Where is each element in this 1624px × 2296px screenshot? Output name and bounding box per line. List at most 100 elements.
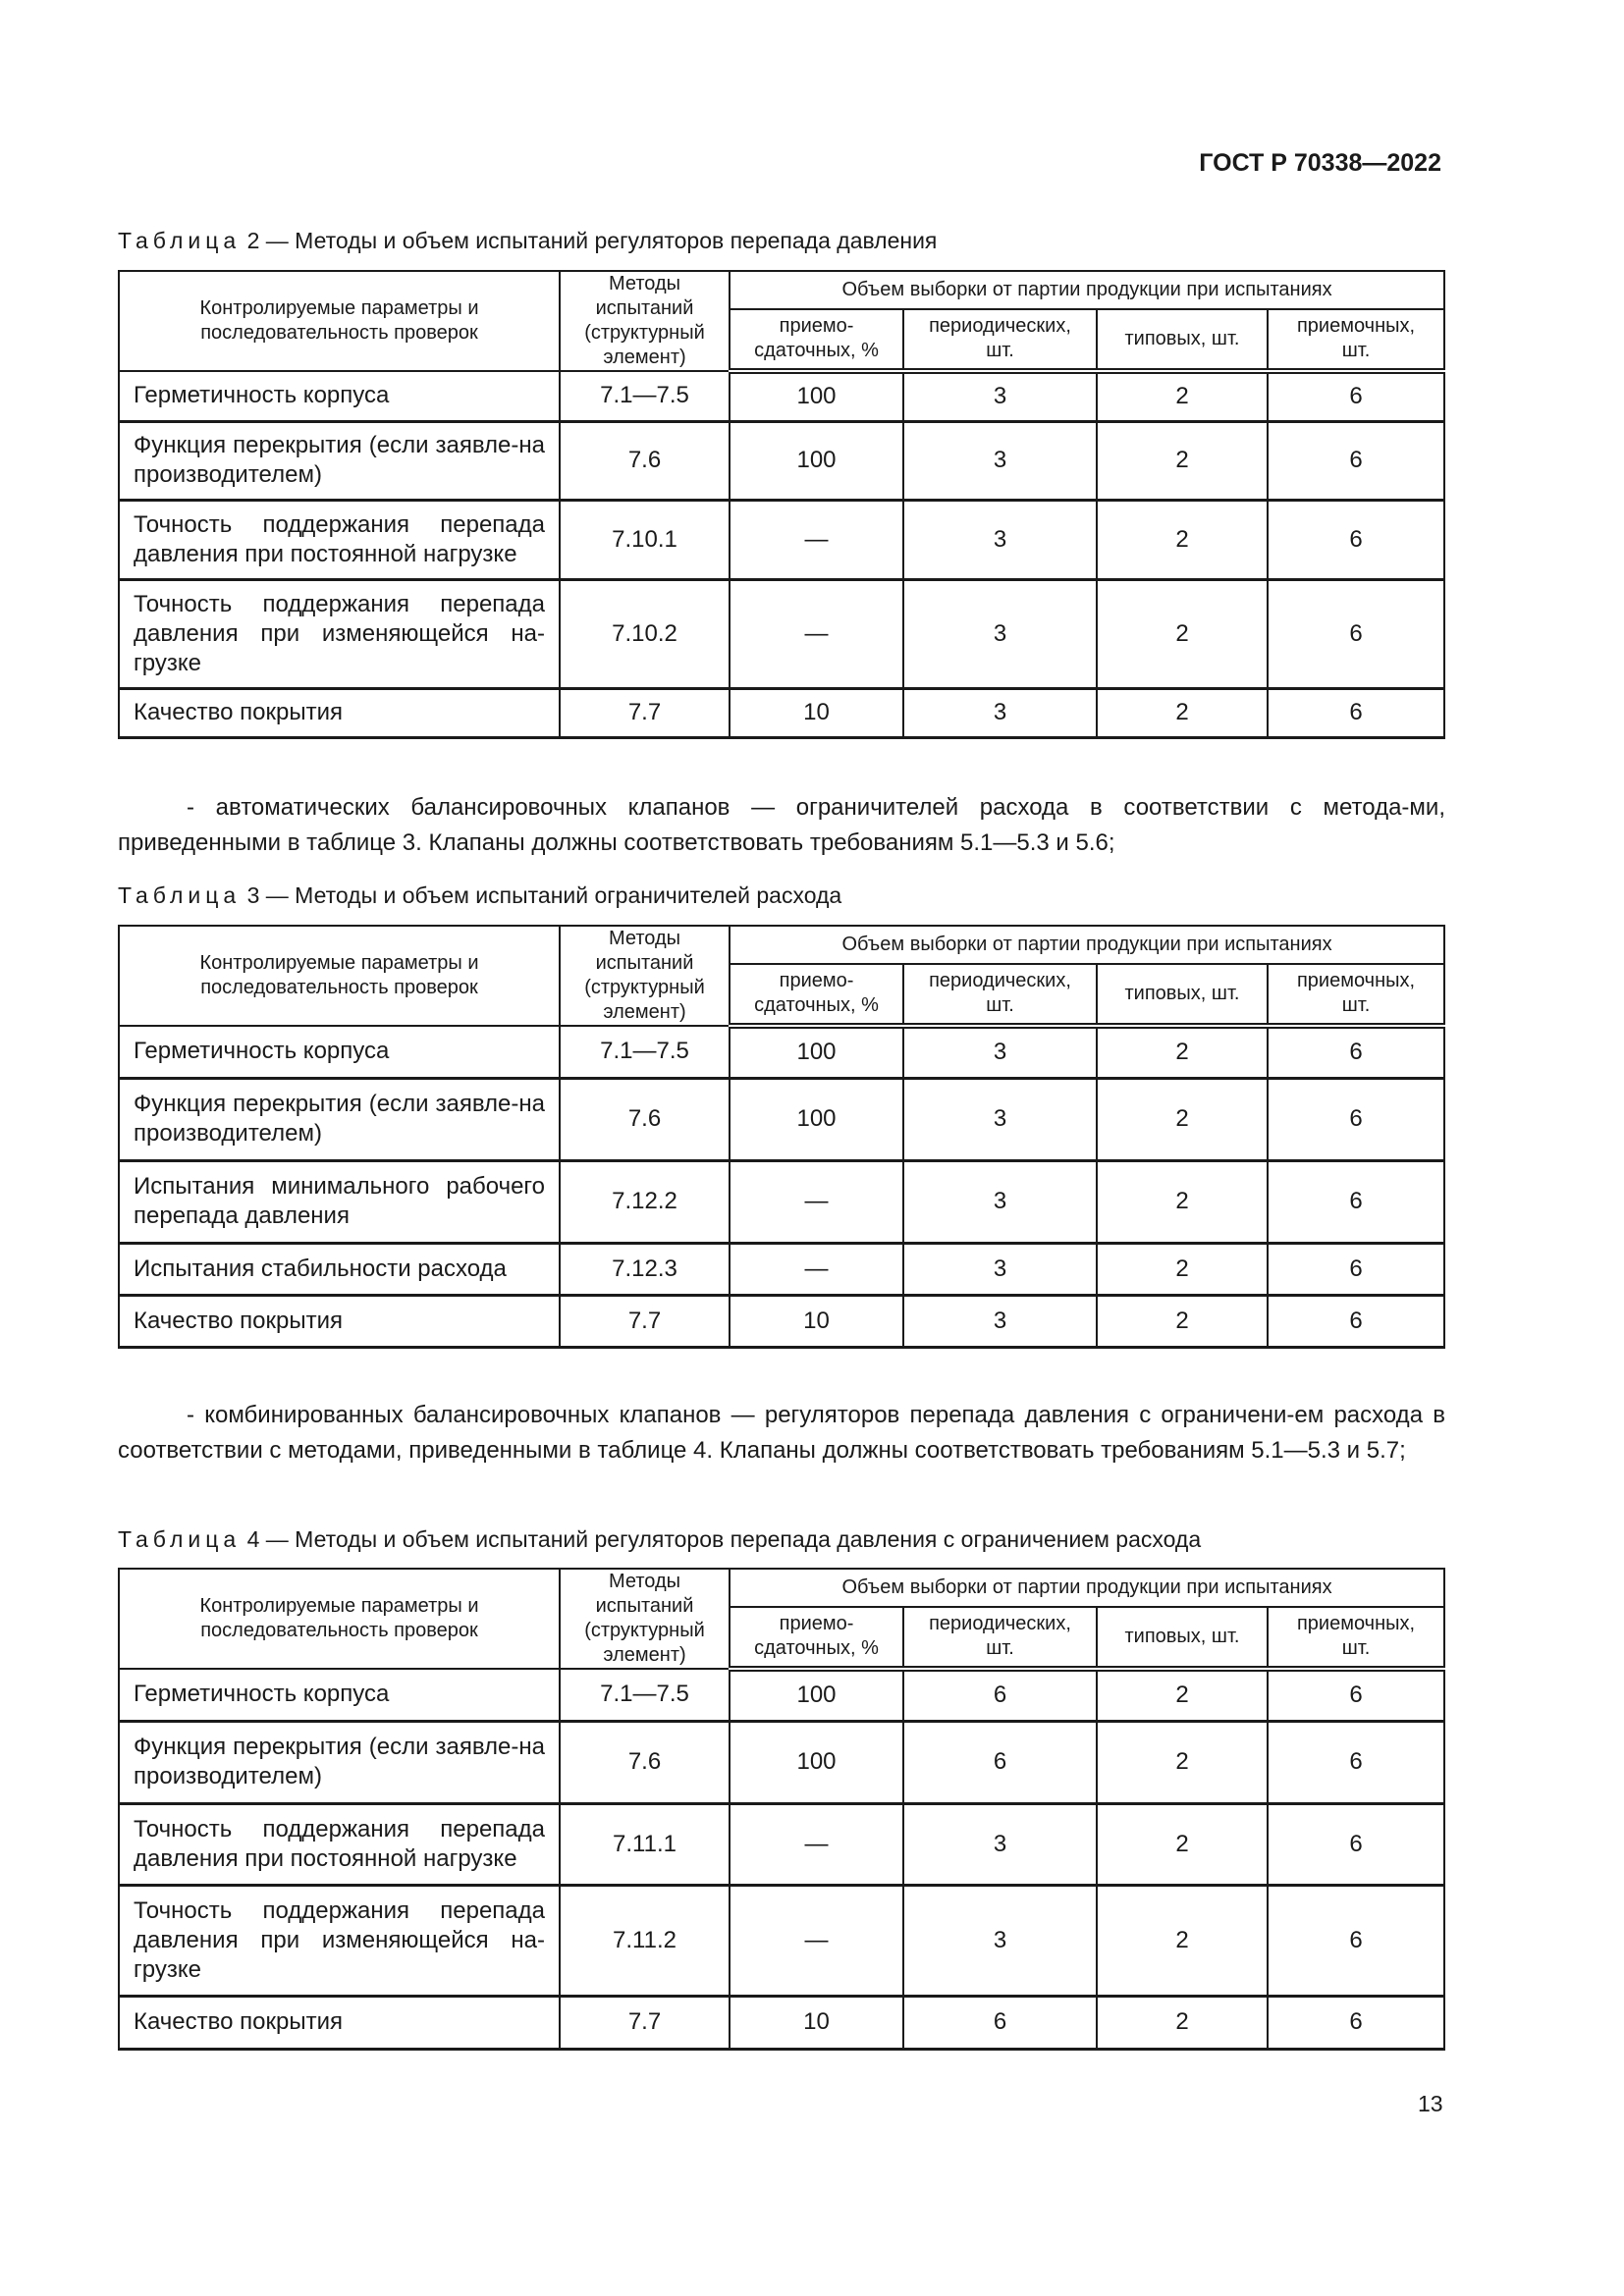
table-cell: 7.1—7.5 [559, 1025, 731, 1079]
table-cell: 100 [729, 420, 904, 501]
table-cell: 3 [902, 1242, 1098, 1296]
table-cell: 100 [729, 1077, 904, 1161]
table-cell: 6 [1266, 1668, 1446, 1722]
table-cell: Качество покрытия [118, 687, 561, 738]
table-cell: 3 [902, 1077, 1098, 1161]
table-row: Функция перекрытия (если заявле-на произ… [118, 420, 1446, 501]
table-cell: 7.7 [559, 1995, 731, 2050]
table-cell: Герметичность корпуса [118, 370, 561, 422]
table-cell: 3 [902, 1159, 1098, 1244]
table-cell: 6 [1266, 420, 1446, 501]
table-cell: 6 [1266, 687, 1446, 738]
table-row: Точность поддержания перепада давления п… [118, 499, 1446, 580]
table-cell: 3 [902, 1025, 1098, 1079]
caption-text: 2 — Методы и объем испытаний регуляторов… [241, 228, 938, 253]
table-cell: Точность поддержания перепада давления п… [118, 1802, 561, 1886]
header-type: типовых, шт. [1096, 1605, 1269, 1673]
header-acceptance-final: приемочных, шт. [1266, 962, 1446, 1030]
table-cell: 2 [1096, 1884, 1269, 1997]
table-cell: 6 [1266, 1802, 1446, 1886]
table-cell: 7.11.2 [559, 1884, 731, 1997]
table-cell: Качество покрытия [118, 1294, 561, 1348]
table-cell: 2 [1096, 687, 1269, 738]
caption-word: Таблица [118, 1526, 242, 1552]
table-cell: 2 [1096, 1077, 1269, 1161]
table-cell: Герметичность корпуса [118, 1025, 561, 1079]
table-cell: 3 [902, 578, 1098, 689]
table-cell: 7.6 [559, 1720, 731, 1804]
table-cell: 2 [1096, 578, 1269, 689]
table-cell: — [729, 1242, 904, 1296]
header-acceptance: приемо-сдаточных, % [729, 1605, 904, 1673]
table-cell: 7.7 [559, 687, 731, 738]
table-cell: 2 [1096, 1159, 1269, 1244]
table-cell: 3 [902, 1802, 1098, 1886]
table-row: Качество покрытия 7.7 10 6 2 6 [118, 1995, 1446, 2050]
table-row: Герметичность корпуса 7.1—7.5 100 6 2 6 [118, 1668, 1446, 1722]
table-cell: 3 [902, 687, 1098, 738]
header-periodic: периодических, шт. [902, 962, 1098, 1030]
table-cell: 10 [729, 1294, 904, 1348]
header-sample-group: Объем выборки от партии продукции при ис… [728, 1568, 1446, 1608]
header-type: типовых, шт. [1096, 962, 1269, 1030]
table-cell: 7.10.2 [559, 578, 731, 689]
table-cell: 3 [902, 1884, 1098, 1997]
table-cell: — [729, 1802, 904, 1886]
table-cell: 2 [1096, 1995, 1269, 2050]
table-cell: Функция перекрытия (если заявле-на произ… [118, 1077, 561, 1161]
header-acceptance: приемо-сдаточных, % [729, 962, 904, 1030]
header-periodic: периодических, шт. [902, 1605, 1098, 1673]
header-method: Методы испытаний (структурный элемент) [559, 270, 731, 372]
table-cell: Герметичность корпуса [118, 1668, 561, 1722]
table-cell: Испытания минимального рабочего перепада… [118, 1159, 561, 1244]
table-cell: — [729, 1884, 904, 1997]
table-cell: Точность поддержания перепада давления п… [118, 578, 561, 689]
table-cell: Функция перекрытия (если заявле-на произ… [118, 420, 561, 501]
header-param: Контролируемые параметры и последователь… [118, 1568, 561, 1670]
table-cell: 6 [902, 1668, 1098, 1722]
table-cell: 100 [729, 1720, 904, 1804]
table-row: Испытания минимального рабочего перепада… [118, 1159, 1446, 1244]
table-cell: Качество покрытия [118, 1995, 561, 2050]
table-cell: 3 [902, 1294, 1098, 1348]
table-cell: Функция перекрытия (если заявле-на произ… [118, 1720, 561, 1804]
table-cell: 7.12.3 [559, 1242, 731, 1296]
table-row: Функция перекрытия (если заявле-на произ… [118, 1077, 1446, 1161]
table-row: Точность поддержания перепада давления п… [118, 578, 1446, 689]
table-cell: — [729, 1159, 904, 1244]
table-cell: 100 [729, 1025, 904, 1079]
paragraph-text: - автоматических балансировочных клапано… [118, 794, 1445, 856]
header-periodic: периодических, шт. [902, 307, 1098, 375]
table-cell: 2 [1096, 1720, 1269, 1804]
table-cell: 6 [1266, 1720, 1446, 1804]
table-cell: 6 [1266, 1077, 1446, 1161]
paragraph-1: - автоматических балансировочных клапано… [118, 790, 1445, 861]
table-cell: — [729, 578, 904, 689]
paragraph-text: - комбинированных балансировочных клапан… [118, 1402, 1445, 1464]
table-cell: 6 [1266, 1995, 1446, 2050]
table-cell: 2 [1096, 420, 1269, 501]
caption-word: Таблица [118, 228, 242, 253]
table-cell: 6 [1266, 1884, 1446, 1997]
table-row: Точность поддержания перепада давления п… [118, 1802, 1446, 1886]
table-cell: 6 [902, 1720, 1098, 1804]
header-param: Контролируемые параметры и последователь… [118, 270, 561, 372]
header-acceptance-final: приемочных, шт. [1266, 307, 1446, 375]
table-row: Герметичность корпуса 7.1—7.5 100 3 2 6 [118, 370, 1446, 422]
paragraph-2: - комбинированных балансировочных клапан… [118, 1398, 1445, 1468]
table-cell: 6 [1266, 1294, 1446, 1348]
header-type: типовых, шт. [1096, 307, 1269, 375]
header-acceptance: приемо-сдаточных, % [729, 307, 904, 375]
table-cell: 6 [902, 1995, 1098, 2050]
table-2-caption: Таблица 2 — Методы и объем испытаний рег… [118, 228, 937, 254]
table-cell: 2 [1096, 1668, 1269, 1722]
table-cell: 2 [1096, 1802, 1269, 1886]
table-cell: 7.6 [559, 1077, 731, 1161]
table-cell: 100 [729, 1668, 904, 1722]
table-cell: — [729, 499, 904, 580]
header-sample-group: Объем выборки от партии продукции при ис… [728, 925, 1446, 965]
table-cell: 2 [1096, 1242, 1269, 1296]
table-cell: 7.6 [559, 420, 731, 501]
table-row: Функция перекрытия (если заявле-на произ… [118, 1720, 1446, 1804]
header-method: Методы испытаний (структурный элемент) [559, 1568, 731, 1670]
